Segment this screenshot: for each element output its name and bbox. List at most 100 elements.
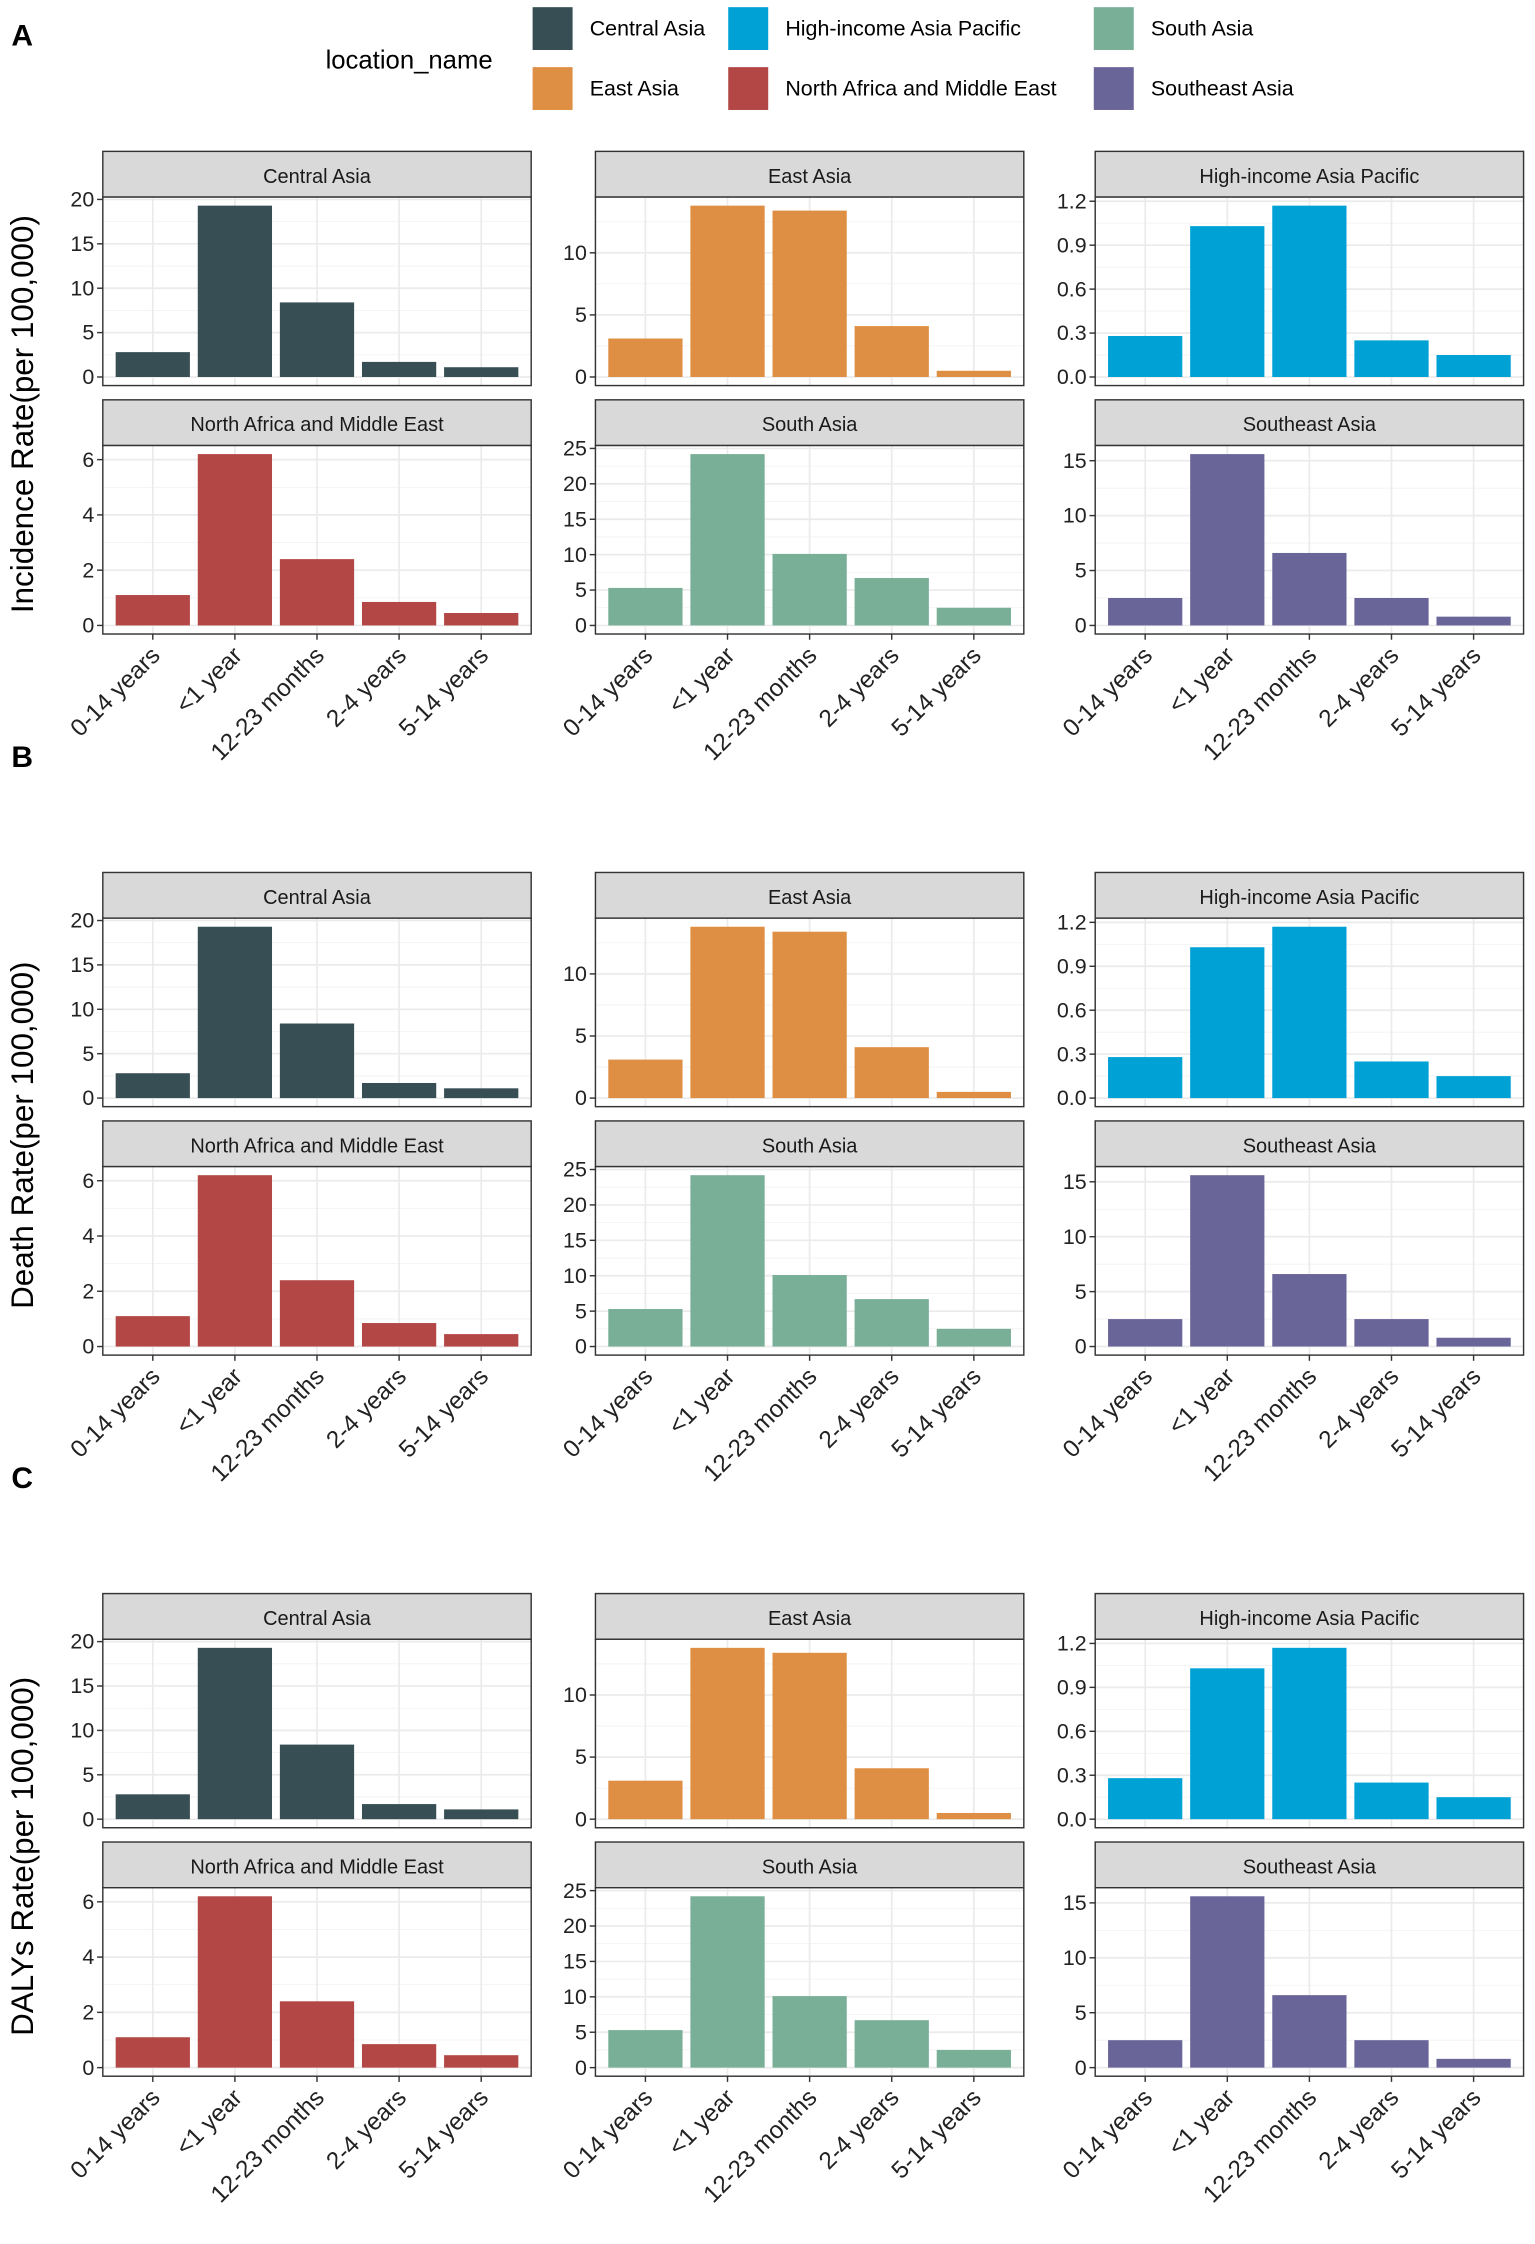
bar bbox=[1272, 205, 1347, 377]
bar bbox=[279, 1744, 355, 1820]
bar bbox=[772, 1996, 847, 2068]
y-tick-label: 15 bbox=[563, 507, 587, 531]
panel-border bbox=[594, 1638, 1025, 1829]
bar bbox=[1272, 1995, 1347, 2068]
y-tick-label: 2 bbox=[82, 558, 94, 582]
x-tick-label: 5-14 years bbox=[886, 1363, 986, 1463]
y-tick-label: 5 bbox=[82, 321, 94, 345]
y-tick-label: 20 bbox=[563, 1193, 587, 1217]
bar bbox=[936, 370, 1011, 377]
bar bbox=[772, 1652, 847, 1820]
y-tick-label: 0 bbox=[1075, 1335, 1087, 1359]
y-tick-label: 5 bbox=[1075, 559, 1087, 583]
x-tick-label: 0-14 years bbox=[558, 2084, 658, 2184]
bar bbox=[1354, 1782, 1429, 1820]
y-tick-label: 1.2 bbox=[1057, 1632, 1087, 1656]
y-tick-label: 10 bbox=[1063, 1225, 1087, 1249]
bar bbox=[1436, 616, 1511, 626]
x-tick-label: 5-14 years bbox=[394, 1363, 494, 1463]
bar bbox=[1190, 1668, 1265, 1820]
y-tick-label: 20 bbox=[563, 472, 587, 496]
facet-strip bbox=[594, 150, 1025, 198]
facet-strip bbox=[1094, 1841, 1525, 1889]
bar bbox=[279, 1023, 355, 1099]
y-tick-label: 0 bbox=[1075, 2056, 1087, 2080]
y-tick-label: 0.6 bbox=[1057, 1719, 1087, 1743]
legend-key bbox=[728, 7, 769, 50]
y-axis-title: DALYs Rate(per 100,000) bbox=[5, 1677, 40, 2036]
y-tick-label: 0.9 bbox=[1057, 954, 1087, 978]
bar bbox=[1190, 1175, 1265, 1347]
y-tick-label: 20 bbox=[70, 909, 94, 933]
bar bbox=[1108, 1319, 1183, 1347]
y-tick-label: 5 bbox=[82, 1042, 94, 1066]
y-tick-label: 0 bbox=[82, 1807, 94, 1831]
y-tick-label: 10 bbox=[1063, 504, 1087, 528]
bar bbox=[936, 1812, 1011, 1820]
plots: A Incidence Rate(per 100,000) Central Asia… bbox=[5, 20, 1525, 2208]
facet-strip-label: South Asia bbox=[762, 1856, 858, 1878]
bar bbox=[197, 454, 273, 626]
bar bbox=[444, 2055, 519, 2068]
bar bbox=[444, 1334, 519, 1347]
facet-strip-label: North Africa and Middle East bbox=[190, 414, 444, 436]
panel-border bbox=[102, 917, 532, 1108]
y-tick-label: 20 bbox=[70, 1630, 94, 1654]
y-tick-label: 15 bbox=[1063, 1891, 1087, 1915]
facet-strip-label: South Asia bbox=[762, 1135, 858, 1157]
bar bbox=[1190, 1896, 1265, 2068]
y-tick-label: 0 bbox=[575, 1335, 587, 1359]
y-tick-label: 5 bbox=[575, 303, 587, 327]
y-tick-label: 4 bbox=[82, 1945, 94, 1969]
y-tick-label: 0 bbox=[82, 2056, 94, 2080]
panel-border bbox=[1094, 196, 1525, 387]
panel-border bbox=[594, 196, 1025, 387]
bar bbox=[361, 601, 437, 626]
bar bbox=[936, 607, 1011, 626]
x-tick-label: 0-14 years bbox=[558, 642, 658, 742]
panel-border bbox=[1094, 1887, 1525, 2077]
facet-strip bbox=[102, 1841, 532, 1889]
x-tick-label: <1 year bbox=[664, 642, 741, 719]
bar bbox=[1108, 2040, 1183, 2068]
bar bbox=[854, 1047, 929, 1099]
panel-border bbox=[102, 1887, 532, 2077]
y-axis-title: Incidence Rate(per 100,000) bbox=[5, 215, 40, 613]
facet-strip-label: East Asia bbox=[768, 887, 852, 909]
bar bbox=[279, 1280, 355, 1347]
y-tick-label: 5 bbox=[575, 1299, 587, 1323]
facet-strip bbox=[1094, 399, 1525, 447]
bar bbox=[1436, 1337, 1511, 1347]
y-tick-label: 5 bbox=[1075, 2001, 1087, 2025]
bar bbox=[444, 1809, 519, 1820]
bar bbox=[115, 1794, 190, 1820]
facet-strip bbox=[1094, 871, 1525, 919]
legend-label: East Asia bbox=[590, 77, 679, 101]
facet-strip bbox=[1094, 1592, 1525, 1640]
bar bbox=[772, 931, 847, 1099]
bar bbox=[854, 578, 929, 626]
x-tick-label: 5-14 years bbox=[1386, 2084, 1486, 2184]
panel: High-income Asia Pacific 0.0 0.3 0.6 0.9 1.2 bbox=[1057, 1592, 1525, 1831]
y-tick-label: 1.2 bbox=[1057, 189, 1087, 213]
panel-border bbox=[102, 196, 532, 387]
y-tick-label: 0.6 bbox=[1057, 998, 1087, 1022]
bar bbox=[772, 553, 847, 626]
y-tick-label: 5 bbox=[82, 1763, 94, 1787]
x-tick-label: 5-14 years bbox=[1386, 642, 1486, 742]
x-tick-label: <1 year bbox=[664, 1363, 741, 1440]
bar bbox=[115, 1316, 190, 1347]
y-tick-label: 0.9 bbox=[1057, 233, 1087, 257]
bar bbox=[608, 1780, 683, 1820]
bar bbox=[1108, 335, 1183, 377]
x-tick-label: 5-14 years bbox=[886, 2084, 986, 2184]
x-tick-label: 0-14 years bbox=[1058, 2084, 1158, 2184]
y-tick-label: 0 bbox=[82, 365, 94, 389]
legend-key bbox=[1093, 7, 1134, 50]
x-tick-label: 0-14 years bbox=[65, 1363, 165, 1463]
bar bbox=[690, 1175, 765, 1347]
y-tick-label: 0 bbox=[82, 1335, 94, 1359]
y-tick-label: 15 bbox=[563, 1228, 587, 1252]
